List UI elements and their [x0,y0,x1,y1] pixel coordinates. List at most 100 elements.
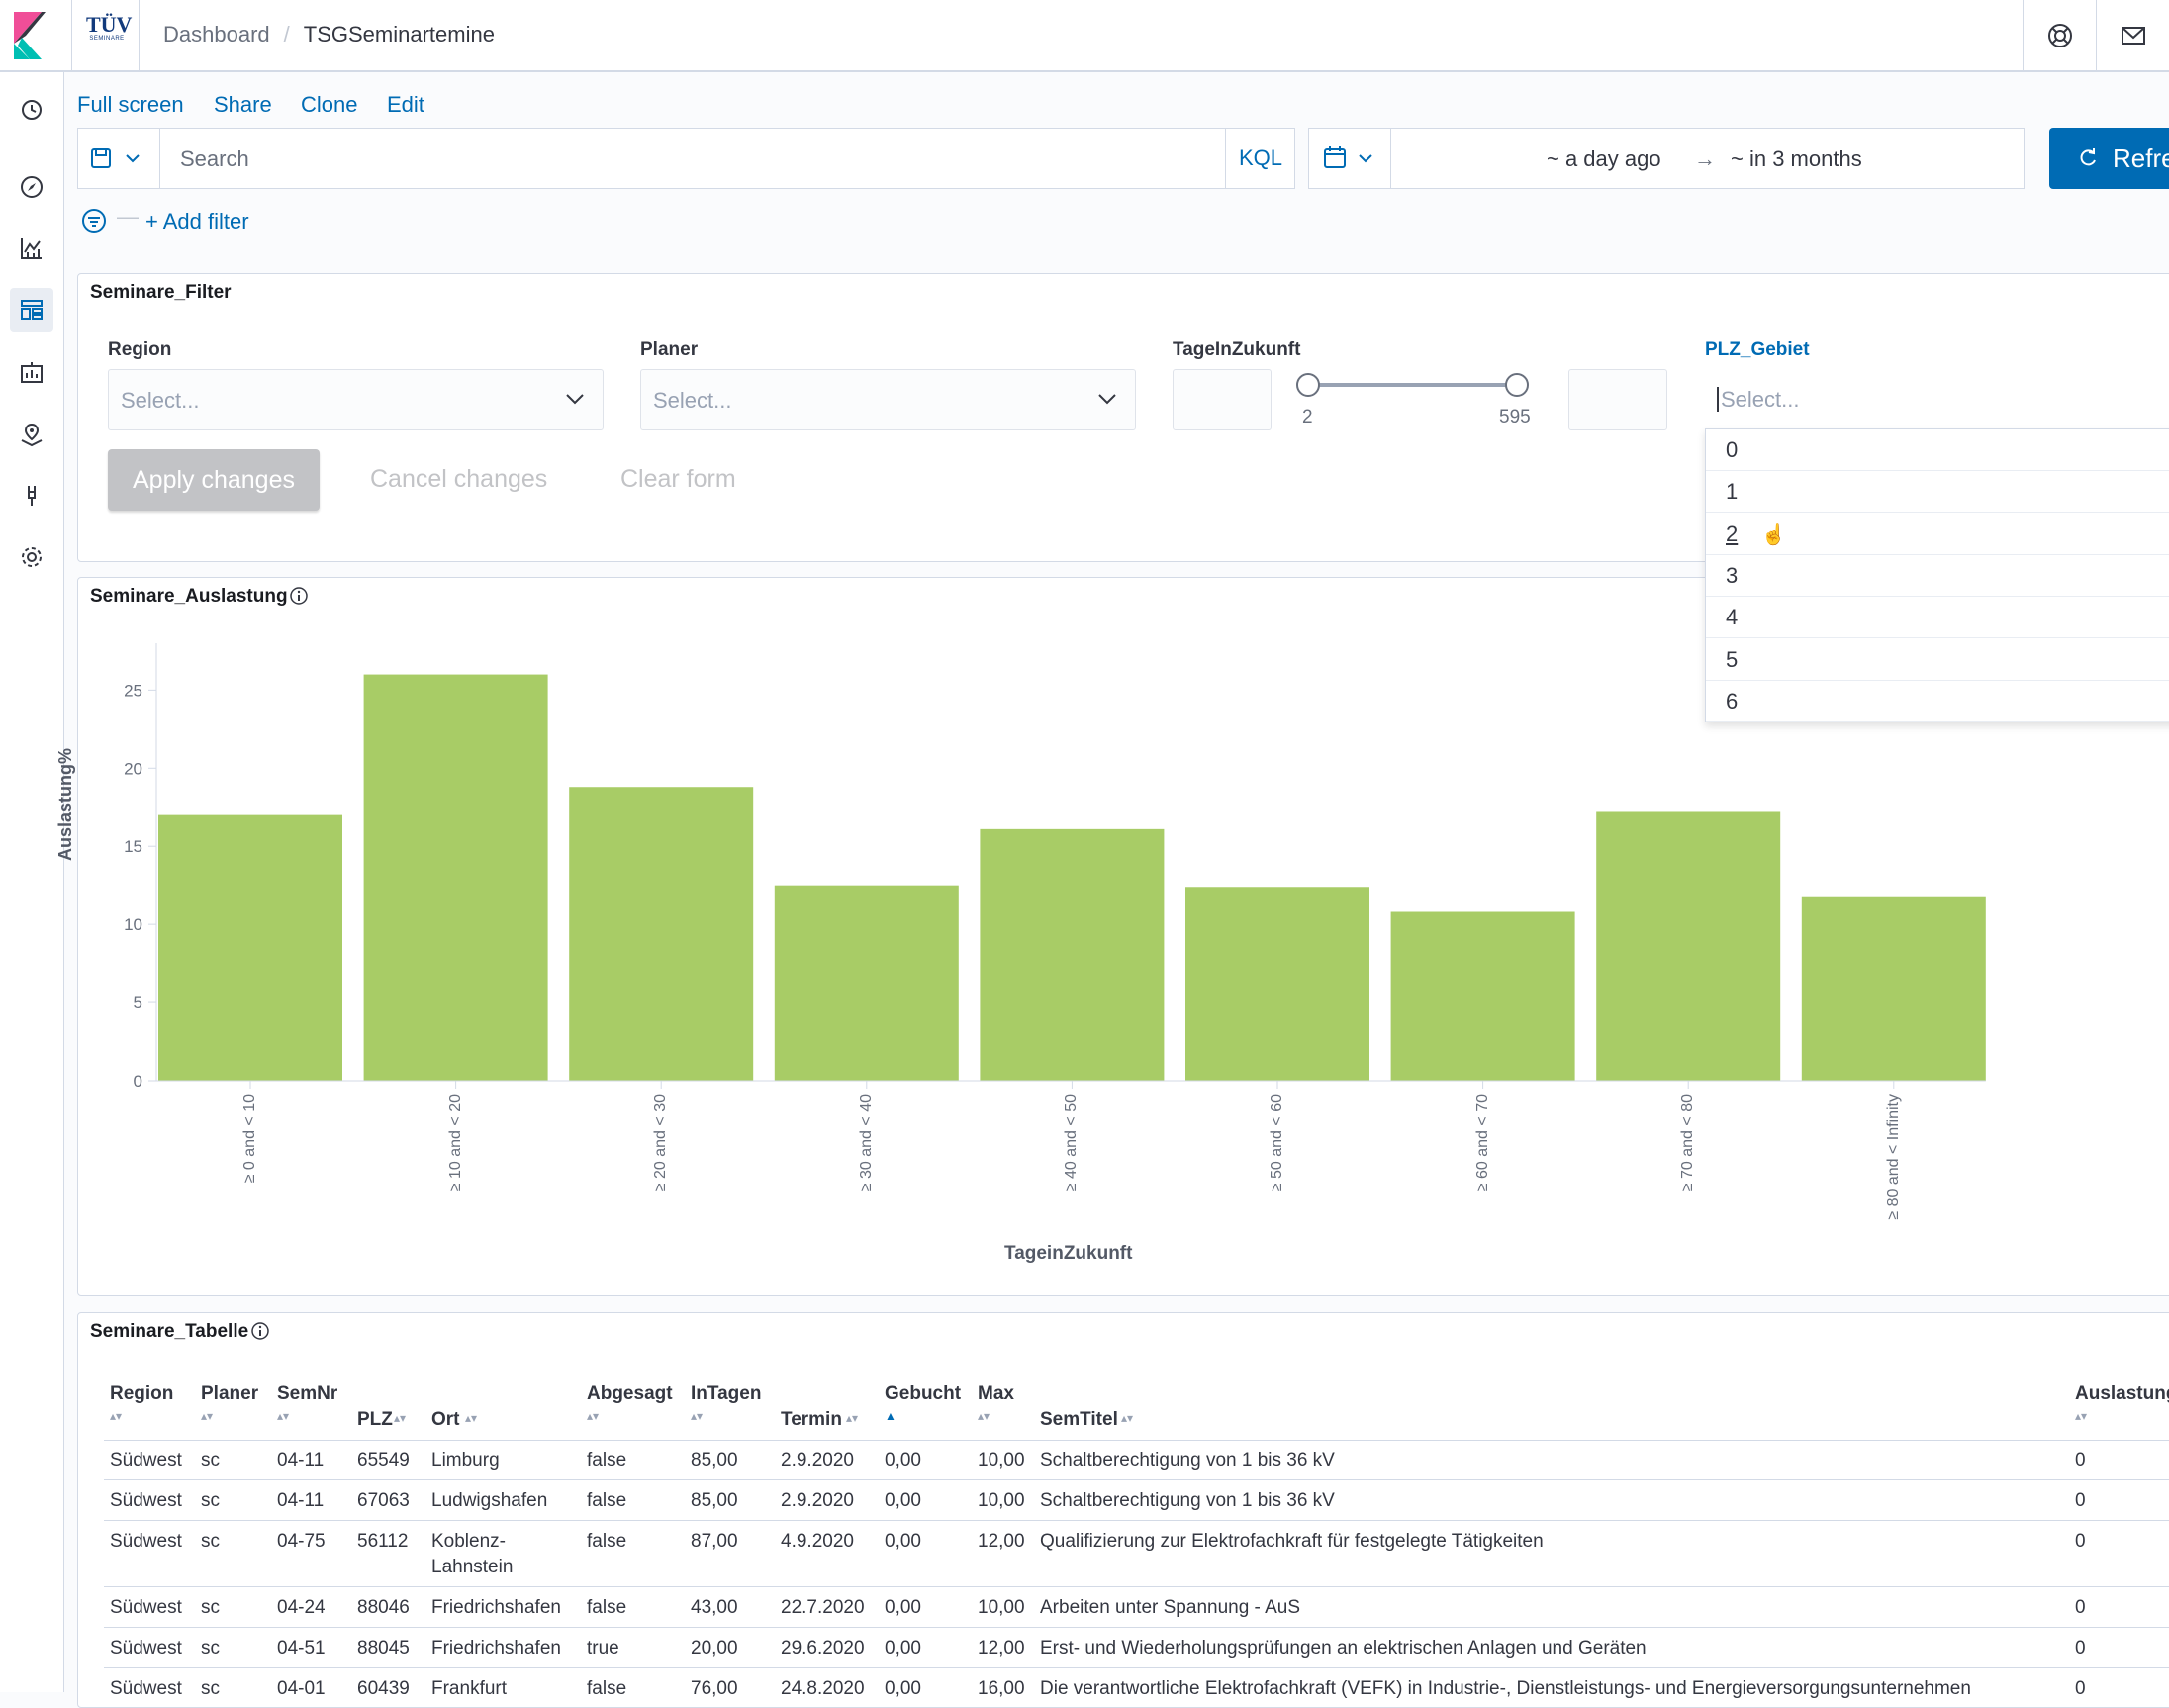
col-header-planer[interactable]: Planer [201,1383,259,1404]
col-header-plz[interactable]: PLZ [357,1409,393,1430]
chart-bar[interactable] [569,787,754,1081]
chart-bar[interactable] [980,828,1165,1081]
table-cell-semtitel: Die verantwortliche Elektrofachkraft (VE… [1040,1678,1971,1699]
help-button[interactable] [2023,0,2096,72]
sort-icon[interactable]: ▴▾ [277,1409,290,1423]
col-header-ort[interactable]: Ort [431,1409,460,1430]
plz-option[interactable]: 1 [1706,471,2169,514]
sort-icon[interactable]: ▴▾ [201,1409,214,1423]
col-header-semtitel[interactable]: SemTitel [1040,1409,1118,1430]
nav-maps[interactable] [10,413,53,456]
nav-discover[interactable] [10,165,53,209]
nav-dashboard[interactable] [10,288,53,332]
table-row-divider [104,1667,2169,1668]
pointer-cursor-icon: ☝ [1761,524,1786,546]
col-header-max[interactable]: Max [978,1383,1014,1404]
plz-option[interactable]: 2 [1706,514,2169,555]
nav-recent[interactable] [10,88,53,132]
table-cell-abgesagt: false [587,1450,627,1471]
chart-bars [158,674,1986,1089]
range-slider-track[interactable] [1308,383,1516,387]
info-icon[interactable] [250,1321,270,1341]
saved-query-button[interactable] [77,128,160,189]
col-header-intagen[interactable]: InTagen [691,1383,762,1404]
chart-bar[interactable] [158,814,342,1081]
add-filter-button[interactable]: + Add filter [145,209,249,234]
chart-y-ticks: 0 5 10 15 20 25 [124,681,156,1091]
plz-option[interactable]: 4 [1706,597,2169,639]
chart-bar[interactable] [1185,887,1369,1081]
cancel-changes-button[interactable]: Cancel changes [370,465,548,493]
sort-icon[interactable]: ▴▾ [2075,1409,2088,1423]
filter-options-button[interactable] [81,208,107,238]
col-header-termin[interactable]: Termin [781,1409,842,1430]
kibana-logo[interactable] [0,0,72,72]
dashboard-icon [21,300,43,320]
planer-select[interactable]: Select... [640,369,1136,430]
quick-time-menu-button[interactable] [1308,128,1391,189]
refresh-label: Refre [2113,142,2169,173]
sort-icon[interactable]: ▴▾ [394,1411,407,1425]
range-min-input[interactable] [1173,369,1272,430]
sort-icon[interactable]: ▴▾ [110,1409,123,1423]
time-start[interactable]: ~ a day ago [1547,146,1661,171]
plz-option[interactable]: 3 [1706,555,2169,597]
table-cell-gebucht: 0,00 [885,1597,921,1618]
plz-option[interactable]: 5 [1706,639,2169,681]
chart-bar[interactable] [1801,896,1986,1081]
table-cell-ort: Friedrichshafen [431,1597,561,1618]
breadcrumb-dashboard[interactable]: Dashboard [163,22,270,47]
plz-option[interactable]: 0 [1706,429,2169,471]
sort-icon[interactable]: ▴▾ [465,1411,478,1425]
fullscreen-link[interactable]: Full screen [77,92,184,117]
col-header-region[interactable]: Region [110,1383,174,1404]
edit-link[interactable]: Edit [387,92,424,117]
sort-icon[interactable]: ▴▾ [691,1409,704,1423]
sort-icon[interactable]: ▴▾ [978,1409,990,1423]
table-cell-semnr: 04-11 [277,1490,325,1511]
refresh-button[interactable]: Refre [2049,128,2169,189]
nav-visualize[interactable] [10,227,53,270]
range-max-input[interactable] [1568,369,1667,430]
plz-label: PLZ_Gebiet [1705,339,1810,360]
sort-icon[interactable]: ▴▾ [587,1409,600,1423]
col-header-semnr[interactable]: SemNr [277,1383,338,1404]
table-cell-max: 10,00 [978,1597,1025,1618]
clear-form-button[interactable]: Clear form [620,465,736,493]
col-header-auslastung[interactable]: Auslastung [2075,1383,2169,1404]
plz-option[interactable]: 6 [1706,681,2169,722]
search-input[interactable]: Search [180,146,249,171]
region-select[interactable]: Select... [108,369,604,430]
table-cell-intagen: 43,00 [691,1597,738,1618]
sort-ascending-icon[interactable]: ▲ [885,1409,896,1423]
share-link[interactable]: Share [214,92,272,117]
newsfeed-button[interactable] [2096,0,2169,72]
info-icon[interactable] [289,586,309,606]
breadcrumb: Dashboard / TSGSeminartemine [163,22,495,47]
plz-select[interactable]: Select... [1705,369,2169,430]
chart-x-axis-title: TageinZukunft [1004,1243,1133,1264]
nav-canvas[interactable] [10,351,53,395]
plz-placeholder: Select... [1717,387,1800,412]
chart-bar[interactable] [1596,811,1781,1081]
range-slider-min-handle[interactable] [1296,373,1320,397]
wrench-icon [28,486,36,506]
table-cell-semtitel: Schaltberechtigung von 1 bis 36 kV [1040,1490,1335,1511]
sort-icon[interactable]: ▴▾ [1121,1411,1134,1425]
chart-bar[interactable] [774,885,959,1081]
nav-management[interactable] [10,535,53,579]
col-header-gebucht[interactable]: Gebucht [885,1383,962,1404]
table-cell-abgesagt: false [587,1490,627,1511]
chart-bar[interactable] [363,674,548,1081]
nav-devtools[interactable] [10,474,53,518]
apply-changes-button[interactable]: Apply changes [108,449,320,511]
chart-bar[interactable] [1390,911,1575,1081]
kql-toggle[interactable]: KQL [1225,128,1295,189]
clone-link[interactable]: Clone [301,92,358,117]
sort-icon[interactable]: ▴▾ [846,1411,859,1425]
range-slider-max-handle[interactable] [1505,373,1529,397]
table-cell-intagen: 85,00 [691,1490,738,1511]
brand-logo-sub: SEMINARE [89,36,125,42]
col-header-abgesagt[interactable]: Abgesagt [587,1383,673,1404]
time-end[interactable]: ~ in 3 months [1731,146,1862,171]
